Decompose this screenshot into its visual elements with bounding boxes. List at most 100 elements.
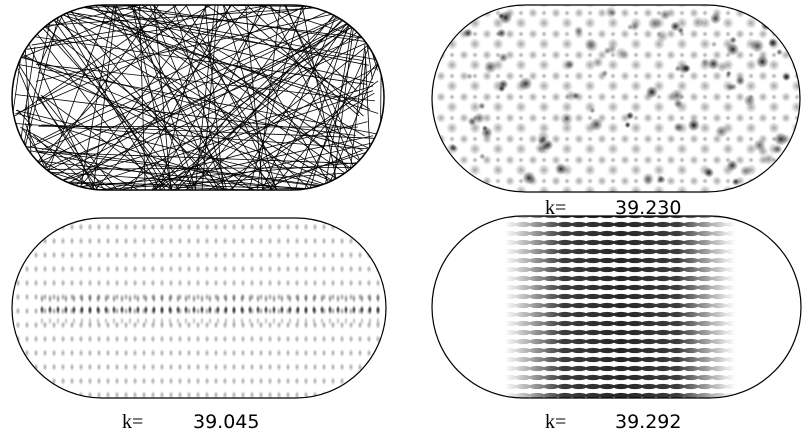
trajectory-segment [22, 128, 63, 190]
trajectory-segment [361, 58, 367, 109]
density-spot [762, 153, 775, 166]
trajectory-segment [71, 5, 369, 66]
trajectory-segment [36, 151, 372, 165]
trajectory-segment [122, 5, 369, 43]
trajectory-segment [40, 162, 361, 190]
trajectory-segment [248, 5, 303, 190]
stadium-outline [11, 4, 385, 191]
trajectory-segment [228, 80, 379, 190]
trajectory-segment [324, 5, 356, 190]
trajectory-segment [126, 5, 381, 190]
trajectory-segment [347, 26, 368, 190]
trajectory-segment [15, 123, 377, 150]
trajectory-segment [26, 5, 330, 50]
trajectory-segment [185, 5, 278, 190]
density-spot [655, 29, 669, 43]
density-spot [541, 142, 549, 151]
trajectory-segment [19, 5, 55, 162]
density-spot [725, 70, 732, 77]
eigenstate-pattern [12, 218, 386, 398]
density-spot [642, 172, 655, 185]
trajectory-segment [303, 42, 372, 190]
density-spot [601, 69, 609, 77]
density-spot [774, 168, 788, 182]
density-spot [714, 125, 728, 138]
trajectory-segment [35, 150, 350, 190]
density-spot [574, 25, 584, 36]
trajectory-segment [269, 5, 357, 190]
density-spot [677, 26, 685, 34]
density-spot [498, 52, 509, 63]
density-spot [496, 28, 507, 38]
trajectory-segment [62, 5, 166, 190]
density-spot [659, 9, 671, 21]
trajectory-segment [20, 5, 369, 172]
density-spot [554, 162, 567, 176]
density-spot [776, 48, 783, 56]
trajectory-segment [231, 5, 360, 190]
trajectory-segment [65, 5, 217, 190]
trajectory-segment [151, 5, 268, 190]
trajectory-segment [40, 5, 383, 183]
trajectory-segment [35, 63, 376, 102]
trajectory-segment [231, 5, 360, 117]
density-spot [726, 159, 739, 172]
trajectory-segment [40, 43, 365, 190]
k-label: k= [122, 411, 143, 433]
density-spot [589, 117, 604, 132]
eigenstate-pattern [432, 5, 800, 192]
trajectory-segment [151, 5, 375, 190]
density-spot [498, 10, 513, 25]
trajectory-segment [31, 5, 272, 46]
density-spot [589, 107, 596, 114]
trajectory-segment [79, 5, 115, 190]
density-spot [645, 85, 659, 99]
eigenstate-pattern [505, 216, 735, 398]
trajectory-segment [18, 113, 256, 190]
density-spot [624, 121, 631, 129]
stadium-outline [431, 4, 801, 193]
trajectory-segment [294, 5, 355, 190]
stadium-outline [11, 217, 387, 399]
trajectory-segment [379, 7, 383, 190]
trajectory-segment [40, 160, 98, 190]
trajectory-segment [18, 17, 373, 185]
trajectory-segment [37, 71, 340, 190]
trajectory-segment [94, 5, 278, 190]
density-spot [669, 88, 684, 103]
trajectory-segment [15, 94, 356, 136]
trajectory-segment [35, 5, 373, 82]
density-spot [773, 144, 783, 154]
density-spot [478, 153, 486, 160]
trajectory-segment [72, 5, 208, 190]
density-spot [584, 38, 599, 53]
density-spot [466, 73, 473, 80]
trajectory-segment [28, 5, 343, 149]
density-spot [457, 172, 464, 179]
density-spot [522, 171, 536, 185]
density-spot [703, 167, 715, 178]
density-spot [614, 46, 628, 60]
density-spot [782, 72, 791, 82]
trajectory-segment [31, 16, 191, 190]
density-spot [743, 94, 756, 107]
density-spot [656, 174, 664, 183]
trajectory-segment [115, 5, 235, 190]
density-spot [678, 63, 690, 75]
trajectory-segment [332, 5, 357, 190]
density-spot [673, 122, 684, 133]
trajectory-segment [15, 5, 270, 115]
trajectory-segment [41, 5, 110, 190]
density-spot [605, 6, 617, 19]
density-spot [726, 42, 740, 56]
trajectory-segment [77, 5, 233, 190]
density-spot [739, 165, 752, 177]
density-spot [729, 36, 737, 44]
trajectory-segment [186, 5, 262, 190]
trajectory-segment [54, 5, 161, 190]
density-spot [691, 16, 705, 29]
trajectory-segment [103, 121, 368, 190]
trajectory-segment [41, 5, 368, 151]
